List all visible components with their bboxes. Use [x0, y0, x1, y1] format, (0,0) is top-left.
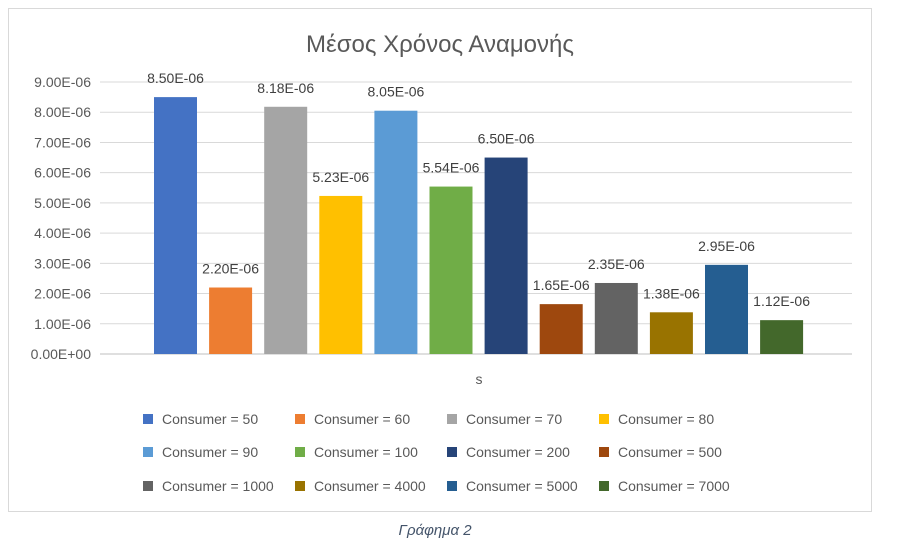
legend-item: Consumer = 90 — [143, 444, 258, 460]
data-label: 8.50E-06 — [147, 70, 204, 86]
legend-swatch — [295, 414, 305, 424]
legend-swatch — [295, 481, 305, 491]
legend-item: Consumer = 100 — [295, 444, 418, 460]
y-tick-label: 1.00E-06 — [34, 316, 91, 332]
bar — [760, 320, 804, 354]
legend-swatch — [295, 447, 305, 457]
legend-item: Consumer = 1000 — [143, 478, 274, 494]
legend-item: Consumer = 500 — [599, 444, 722, 460]
bar — [539, 304, 583, 354]
legend-label: Consumer = 1000 — [162, 478, 274, 494]
y-tick-label: 9.00E-06 — [34, 74, 91, 90]
legend-label: Consumer = 80 — [618, 411, 714, 427]
legend-swatch — [599, 447, 609, 457]
legend-item: Consumer = 60 — [295, 411, 410, 427]
legend-label: Consumer = 90 — [162, 444, 258, 460]
bar — [484, 157, 528, 354]
legend-label: Consumer = 70 — [466, 411, 562, 427]
legend-swatch — [447, 481, 457, 491]
data-label: 1.12E-06 — [753, 293, 810, 309]
legend-item: Consumer = 7000 — [599, 478, 730, 494]
figure-caption: Γράφημα 2 — [398, 522, 472, 539]
bar — [319, 195, 363, 354]
legend-item: Consumer = 5000 — [447, 478, 578, 494]
legend-swatch — [143, 481, 153, 491]
y-tick-label: 4.00E-06 — [34, 225, 91, 241]
data-label: 1.65E-06 — [533, 277, 590, 293]
bar — [154, 97, 197, 354]
legend: Consumer = 50 Consumer = 60 Consumer = 70 C… — [143, 411, 730, 494]
legend-label: Consumer = 5000 — [466, 478, 578, 494]
bars — [154, 97, 804, 354]
y-tick-label: 6.00E-06 — [34, 165, 91, 181]
y-tick-label: 2.00E-06 — [34, 286, 91, 302]
legend-label: Consumer = 60 — [314, 411, 410, 427]
legend-label: Consumer = 200 — [466, 444, 570, 460]
legend-label: Consumer = 7000 — [618, 478, 730, 494]
bar — [264, 106, 308, 354]
data-label: 8.18E-06 — [257, 80, 314, 96]
bar — [705, 264, 748, 354]
chart-title: Μέσος Χρόνος Αναμονής — [306, 31, 574, 58]
data-label: 2.20E-06 — [202, 261, 259, 277]
legend-swatch — [143, 447, 153, 457]
bar-chart: Μέσος Χρόνος Αναμονής 0.00E+00 1.00E-06 2.… — [31, 31, 852, 494]
legend-swatch — [447, 414, 457, 424]
legend-swatch — [599, 414, 609, 424]
legend-swatch — [447, 447, 457, 457]
data-label: 6.50E-06 — [478, 131, 535, 147]
legend-swatch — [143, 414, 153, 424]
legend-item: Consumer = 200 — [447, 444, 570, 460]
bar — [594, 282, 638, 354]
data-label: 2.95E-06 — [698, 238, 755, 254]
legend-swatch — [599, 481, 609, 491]
data-label: 8.05E-06 — [367, 84, 424, 100]
x-axis-category-label: s — [476, 371, 483, 387]
legend-item: Consumer = 80 — [599, 411, 714, 427]
y-tick-label: 0.00E+00 — [31, 346, 92, 362]
legend-label: Consumer = 4000 — [314, 478, 426, 494]
legend-item: Consumer = 50 — [143, 411, 258, 427]
legend-item: Consumer = 70 — [447, 411, 562, 427]
legend-item: Consumer = 4000 — [295, 478, 426, 494]
bar — [429, 186, 473, 354]
bar — [374, 110, 418, 354]
legend-label: Consumer = 500 — [618, 444, 722, 460]
legend-label: Consumer = 50 — [162, 411, 258, 427]
data-label: 2.35E-06 — [588, 256, 645, 272]
bar — [209, 287, 253, 354]
y-tick-label: 7.00E-06 — [34, 134, 91, 150]
data-label: 1.38E-06 — [643, 285, 700, 301]
y-tick-label: 5.00E-06 — [34, 195, 91, 211]
y-tick-label: 3.00E-06 — [34, 255, 91, 271]
y-axis-tick-labels: 0.00E+00 1.00E-06 2.00E-06 3.00E-06 4.00E-06… — [31, 74, 92, 362]
data-label: 5.23E-06 — [312, 169, 369, 185]
data-labels: 8.50E-06 2.20E-06 8.18E-06 5.23E-06 8.05E-06… — [147, 70, 810, 309]
bar — [649, 312, 693, 354]
data-label: 5.54E-06 — [423, 160, 480, 176]
y-tick-label: 8.00E-06 — [34, 104, 91, 120]
legend-label: Consumer = 100 — [314, 444, 418, 460]
